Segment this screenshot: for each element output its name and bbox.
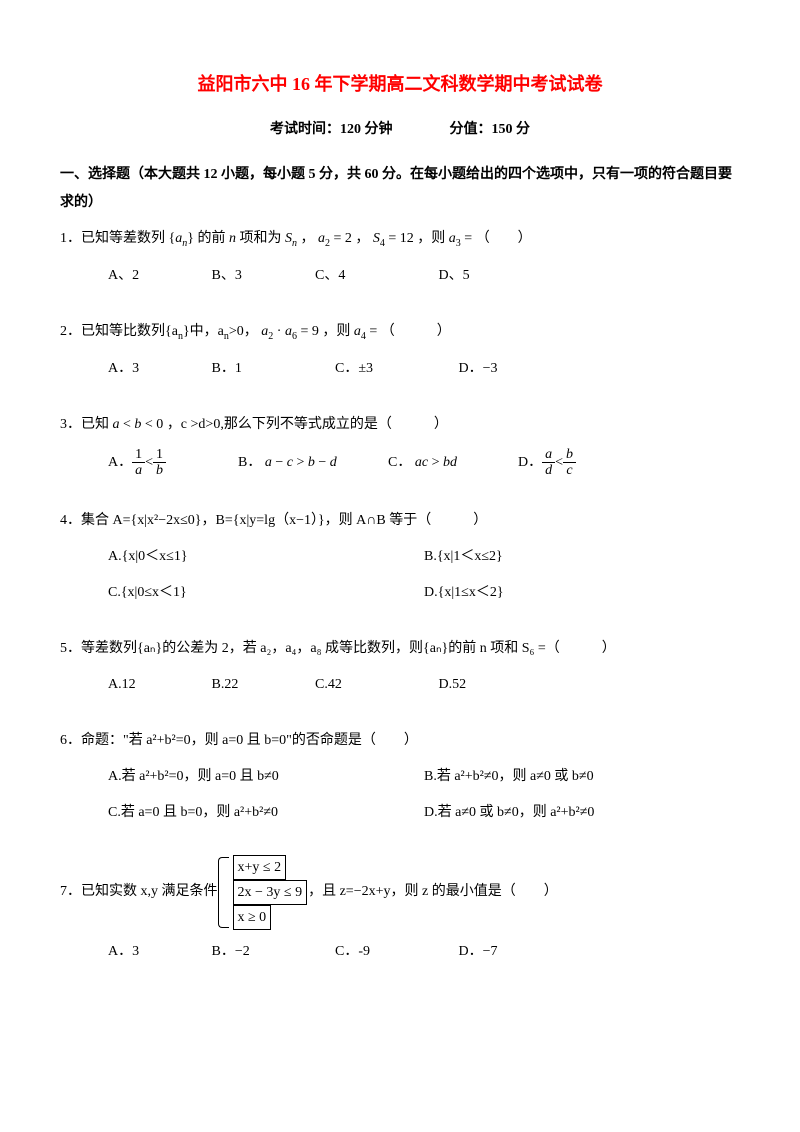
- q3-opt-a: A． 1a < 1b: [108, 447, 238, 479]
- question-2: 2．已知等比数列{an}中，an>0， a2 · a6 = 9 ，则 a4 = …: [60, 318, 740, 383]
- q1-text: 1．已知等差数列 {an} 的前 n 项和为 Sn ， a2 = 2 ， S4 …: [60, 225, 740, 254]
- q6-opt-d: D.若 a≠0 或 b≠0，则 a²+b²≠0: [424, 799, 740, 827]
- q6-opt-b: B.若 a²+b²≠0，则 a≠0 或 b≠0: [424, 763, 740, 791]
- q1-opt-b: B、3: [212, 262, 312, 290]
- q2-opt-a: A．3: [108, 355, 208, 383]
- exam-time: 考试时间：120 分钟: [270, 122, 393, 137]
- q7-options: A．3 B．−2 C．-9 D．−7: [60, 938, 740, 966]
- q5-text: 5．等差数列{aₙ}的公差为 2，若 a₂，a₄，a₈ 成等比数列，则{aₙ}的…: [60, 635, 740, 663]
- exam-score: 分值：150 分: [450, 122, 531, 137]
- q5-opt-a: A.12: [108, 671, 208, 699]
- q7-opt-c: C．-9: [335, 938, 455, 966]
- q1-options: A、2 B、3 C、4 D、5: [60, 262, 740, 290]
- q1-opt-c: C、4: [315, 262, 435, 290]
- q7-system: x+y ≤ 2 2x − 3y ≤ 9 x ≥ 0: [218, 855, 309, 930]
- q6-options: A.若 a²+b²=0，则 a=0 且 b≠0 B.若 a²+b²≠0，则 a≠…: [60, 763, 740, 827]
- question-4: 4．集合 A={x|x²−2x≤0}，B={x|y=lg（x−1）}，则 A∩B…: [60, 507, 740, 607]
- q4-text: 4．集合 A={x|x²−2x≤0}，B={x|y=lg（x−1）}，则 A∩B…: [60, 507, 740, 535]
- q7-opt-d: D．−7: [459, 938, 559, 966]
- section-1-header: 一、选择题（本大题共 12 小题，每小题 5 分，共 60 分。在每小题给出的四…: [60, 161, 740, 217]
- question-3: 3．已知 a < b < 0 ，c >d>0,那么下列不等式成立的是（ ） A．…: [60, 411, 740, 479]
- q2-opt-c: C．±3: [335, 355, 455, 383]
- q6-opt-a: A.若 a²+b²=0，则 a=0 且 b≠0: [108, 763, 424, 791]
- q4-opt-c: C.{x|0≤x＜1}: [108, 579, 424, 607]
- exam-title: 益阳市六中 16 年下学期高二文科数学期中考试试卷: [60, 70, 740, 99]
- q5-opt-c: C.42: [315, 671, 435, 699]
- q4-opt-a: A.{x|0＜x≤1}: [108, 543, 424, 571]
- question-5: 5．等差数列{aₙ}的公差为 2，若 a₂，a₄，a₈ 成等比数列，则{aₙ}的…: [60, 635, 740, 699]
- q7-opt-b: B．−2: [212, 938, 332, 966]
- q6-text: 6．命题："若 a²+b²=0，则 a=0 且 b=0"的否命题是（ ）: [60, 727, 740, 755]
- q2-text: 2．已知等比数列{an}中，an>0， a2 · a6 = 9 ，则 a4 = …: [60, 318, 740, 347]
- q5-opt-d: D.52: [439, 671, 539, 699]
- q3-opt-b: B． a − c > b − d: [238, 449, 388, 477]
- question-7: 7．已知实数 x,y 满足条件 x+y ≤ 2 2x − 3y ≤ 9 x ≥ …: [60, 855, 740, 966]
- question-1: 1．已知等差数列 {an} 的前 n 项和为 Sn ， a2 = 2 ， S4 …: [60, 225, 740, 290]
- q7-opt-a: A．3: [108, 938, 208, 966]
- q6-opt-c: C.若 a=0 且 b=0，则 a²+b²≠0: [108, 799, 424, 827]
- question-6: 6．命题："若 a²+b²=0，则 a=0 且 b=0"的否命题是（ ） A.若…: [60, 727, 740, 827]
- q3-text: 3．已知 a < b < 0 ，c >d>0,那么下列不等式成立的是（ ）: [60, 411, 740, 439]
- exam-subtitle: 考试时间：120 分钟 分值：150 分: [60, 119, 740, 141]
- q2-options: A．3 B．1 C．±3 D．−3: [60, 355, 740, 383]
- q3-opt-d: D． ad < bc: [518, 447, 638, 479]
- q3-options: A． 1a < 1b B． a − c > b − d C． ac > bd D…: [60, 447, 740, 479]
- q2-opt-d: D．−3: [459, 355, 559, 383]
- q5-opt-b: B.22: [212, 671, 312, 699]
- q7-text: 7．已知实数 x,y 满足条件 x+y ≤ 2 2x − 3y ≤ 9 x ≥ …: [60, 855, 740, 930]
- q3-opt-c: C． ac > bd: [388, 449, 518, 477]
- q1-opt-a: A、2: [108, 262, 208, 290]
- q2-opt-b: B．1: [212, 355, 332, 383]
- q5-options: A.12 B.22 C.42 D.52: [60, 671, 740, 699]
- q4-opt-d: D.{x|1≤x＜2}: [424, 579, 740, 607]
- q4-options: A.{x|0＜x≤1} B.{x|1＜x≤2} C.{x|0≤x＜1} D.{x…: [60, 543, 740, 607]
- q4-opt-b: B.{x|1＜x≤2}: [424, 543, 740, 571]
- q1-opt-d: D、5: [439, 262, 539, 290]
